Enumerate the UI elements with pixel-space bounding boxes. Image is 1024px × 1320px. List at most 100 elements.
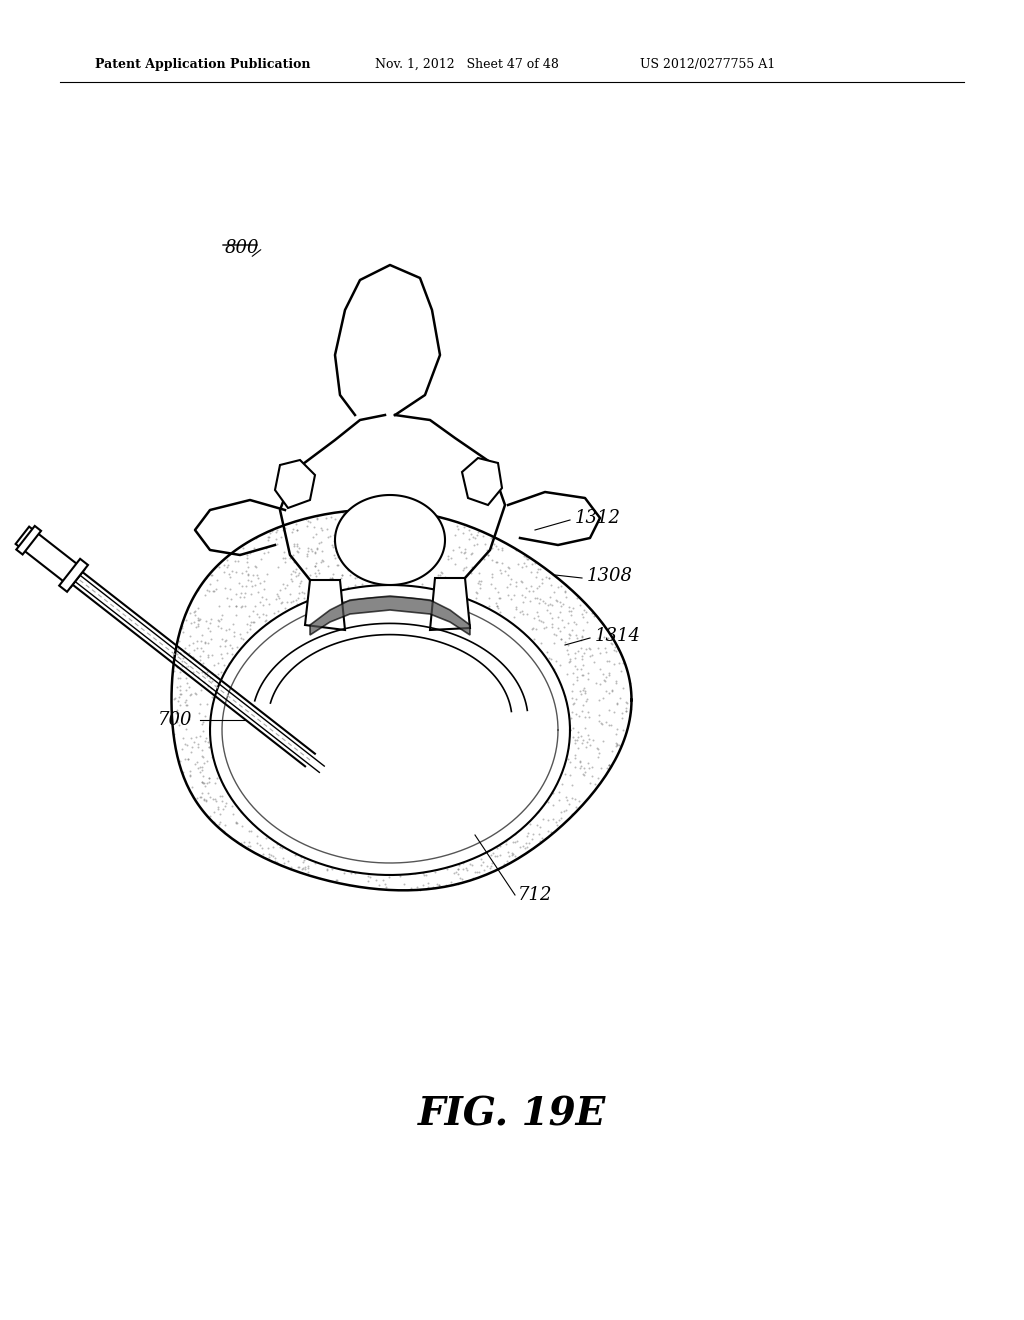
Point bbox=[509, 830, 525, 851]
Point bbox=[291, 789, 307, 810]
Point bbox=[395, 543, 412, 564]
Point bbox=[459, 842, 475, 863]
Point bbox=[219, 587, 236, 609]
Point bbox=[189, 597, 206, 618]
Point bbox=[355, 628, 372, 649]
Point bbox=[398, 502, 415, 523]
Point bbox=[337, 821, 353, 842]
Point bbox=[334, 644, 350, 665]
Point bbox=[348, 533, 365, 554]
Point bbox=[345, 598, 361, 619]
Point bbox=[288, 618, 304, 639]
Point bbox=[237, 595, 253, 616]
Point bbox=[362, 858, 379, 879]
Point bbox=[391, 861, 408, 882]
Point bbox=[317, 737, 334, 758]
Point bbox=[532, 742, 549, 763]
Point bbox=[249, 603, 265, 624]
Point bbox=[233, 710, 250, 731]
Point bbox=[389, 626, 406, 647]
Point bbox=[571, 705, 588, 726]
Point bbox=[325, 537, 341, 558]
Point bbox=[208, 791, 224, 812]
Point bbox=[303, 539, 319, 560]
Point bbox=[279, 591, 295, 612]
Point bbox=[414, 792, 430, 813]
Point bbox=[465, 628, 481, 649]
Point bbox=[190, 734, 207, 755]
Point bbox=[395, 590, 412, 611]
Point bbox=[236, 751, 252, 772]
Point bbox=[351, 599, 368, 620]
Point bbox=[295, 851, 311, 873]
Point bbox=[272, 593, 289, 614]
Point bbox=[594, 714, 610, 735]
Point bbox=[194, 772, 210, 793]
Point bbox=[337, 507, 353, 528]
Point bbox=[364, 632, 380, 653]
Point bbox=[402, 627, 419, 648]
Point bbox=[401, 748, 418, 770]
Point bbox=[483, 814, 500, 836]
Point bbox=[520, 581, 537, 602]
Point bbox=[460, 776, 476, 797]
Text: 700: 700 bbox=[158, 711, 193, 729]
Point bbox=[455, 694, 471, 715]
Point bbox=[593, 711, 609, 733]
Point bbox=[421, 638, 437, 659]
Point bbox=[307, 565, 324, 586]
Point bbox=[508, 576, 524, 597]
Point bbox=[347, 821, 364, 842]
Point bbox=[440, 631, 457, 652]
Point bbox=[351, 834, 368, 855]
Point bbox=[224, 700, 241, 721]
Point bbox=[243, 717, 259, 738]
Point bbox=[376, 795, 392, 816]
Point bbox=[610, 734, 627, 755]
Point bbox=[538, 710, 554, 731]
Point bbox=[324, 677, 340, 698]
Point bbox=[517, 649, 534, 671]
Point bbox=[482, 795, 499, 816]
Point bbox=[388, 705, 404, 726]
Point bbox=[256, 697, 272, 718]
Point bbox=[253, 800, 269, 821]
Point bbox=[242, 705, 258, 726]
Point bbox=[244, 739, 260, 760]
Point bbox=[256, 616, 272, 638]
Point bbox=[308, 507, 325, 528]
Point bbox=[435, 671, 452, 692]
Point bbox=[514, 622, 530, 643]
Point bbox=[382, 579, 398, 601]
Point bbox=[462, 698, 478, 719]
Point bbox=[466, 698, 482, 719]
Point bbox=[268, 631, 285, 652]
Point bbox=[379, 816, 395, 837]
Point bbox=[454, 869, 470, 890]
Point bbox=[176, 692, 193, 713]
Point bbox=[506, 748, 522, 770]
Point bbox=[346, 715, 362, 737]
Point bbox=[279, 717, 295, 738]
Point bbox=[507, 824, 523, 845]
Point bbox=[203, 628, 219, 649]
Point bbox=[456, 516, 472, 537]
Point bbox=[239, 544, 255, 565]
Point bbox=[532, 746, 549, 767]
Point bbox=[334, 767, 350, 788]
Point bbox=[442, 578, 459, 599]
Point bbox=[574, 664, 591, 685]
Point bbox=[272, 527, 289, 548]
Point bbox=[399, 696, 416, 717]
Point bbox=[291, 803, 307, 824]
Point bbox=[327, 714, 343, 735]
Point bbox=[450, 748, 466, 770]
Point bbox=[566, 611, 583, 632]
Point bbox=[489, 792, 506, 813]
Point bbox=[516, 796, 532, 817]
Point bbox=[388, 742, 404, 763]
Point bbox=[434, 684, 451, 705]
Point bbox=[400, 721, 417, 742]
Point bbox=[574, 619, 591, 640]
Point bbox=[609, 692, 626, 713]
